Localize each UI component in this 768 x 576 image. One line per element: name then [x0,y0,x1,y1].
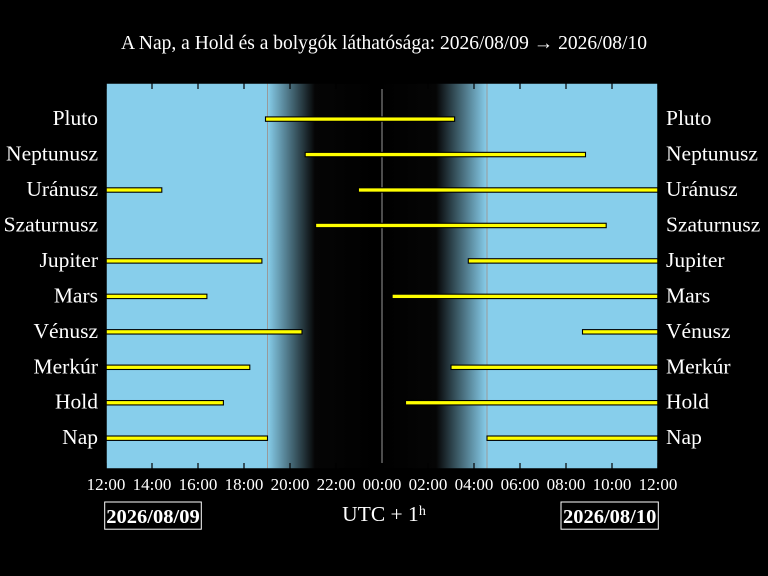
svg-text:Pluto: Pluto [53,106,98,130]
svg-text:Nap: Nap [62,425,98,449]
svg-text:14:00: 14:00 [133,475,172,494]
svg-text:Merkúr: Merkúr [34,354,98,378]
svg-text:UTC + 1h: UTC + 1h [342,502,426,526]
svg-text:2026/08/09: 2026/08/09 [106,506,199,528]
svg-text:Vénusz: Vénusz [34,319,98,343]
svg-text:00:00: 00:00 [363,475,402,494]
svg-text:06:00: 06:00 [501,475,540,494]
svg-text:02:00: 02:00 [409,475,448,494]
svg-text:Pluto: Pluto [666,106,711,130]
svg-text:Uránusz: Uránusz [666,177,738,201]
svg-text:Hold: Hold [666,390,709,414]
svg-text:08:00: 08:00 [547,475,586,494]
svg-text:A Nap, a Hold és a bolygók lát: A Nap, a Hold és a bolygók láthatósága: … [121,33,647,54]
svg-text:16:00: 16:00 [179,475,218,494]
svg-text:10:00: 10:00 [593,475,632,494]
svg-text:20:00: 20:00 [271,475,310,494]
svg-text:04:00: 04:00 [455,475,494,494]
svg-text:Mars: Mars [666,283,710,307]
svg-text:2026/08/10: 2026/08/10 [563,506,656,528]
svg-text:Jupiter: Jupiter [39,248,98,272]
svg-text:Hold: Hold [55,390,98,414]
svg-text:12:00: 12:00 [639,475,678,494]
svg-text:Mars: Mars [54,283,98,307]
svg-text:22:00: 22:00 [317,475,356,494]
svg-text:Nap: Nap [666,425,702,449]
svg-text:Szaturnusz: Szaturnusz [666,212,760,236]
svg-text:Neptunusz: Neptunusz [666,142,758,166]
svg-text:Merkúr: Merkúr [666,354,730,378]
svg-text:Jupiter: Jupiter [666,248,725,272]
svg-text:Vénusz: Vénusz [666,319,730,343]
svg-text:12:00: 12:00 [87,475,126,494]
svg-text:Uránusz: Uránusz [26,177,98,201]
svg-text:Neptunusz: Neptunusz [6,142,98,166]
svg-text:18:00: 18:00 [225,475,264,494]
svg-text:Szaturnusz: Szaturnusz [4,212,98,236]
